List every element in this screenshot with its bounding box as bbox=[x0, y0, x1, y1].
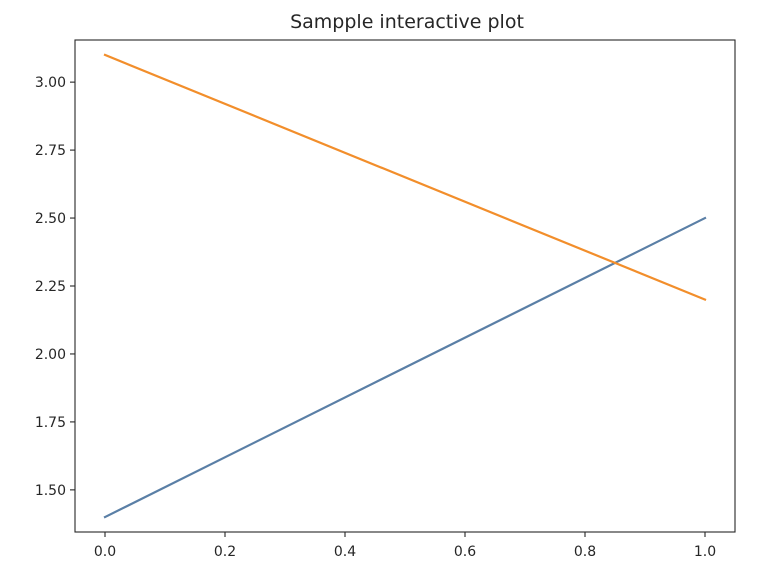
x-tick-label: 0.0 bbox=[94, 544, 116, 560]
x-tick-label: 1.0 bbox=[694, 544, 716, 560]
series-line-1 bbox=[103, 216, 707, 519]
axes-frame bbox=[74, 39, 736, 533]
y-tick-label: 1.75 bbox=[35, 415, 66, 431]
y-tick-label: 2.75 bbox=[35, 143, 66, 159]
y-tick-label: 3.00 bbox=[35, 75, 66, 91]
chart-title: Sampple interactive plot bbox=[290, 11, 524, 33]
x-tick-label: 0.4 bbox=[334, 544, 356, 560]
series-line-2 bbox=[103, 53, 707, 302]
y-tick-label: 2.00 bbox=[35, 347, 66, 363]
x-tick-label: 0.6 bbox=[454, 544, 476, 560]
axes-layer: 0.0 0.2 0.4 0.6 0.8 1.0 1.50 1.75 2.00 2.25 2.50 2.… bbox=[35, 39, 736, 560]
y-tick-label: 1.50 bbox=[35, 483, 66, 499]
series-layer bbox=[103, 53, 707, 519]
x-tick-label: 0.2 bbox=[214, 544, 236, 560]
y-tick-label: 2.25 bbox=[35, 279, 66, 295]
x-tick-label: 0.8 bbox=[574, 544, 596, 560]
y-tick-label: 2.50 bbox=[35, 211, 66, 227]
